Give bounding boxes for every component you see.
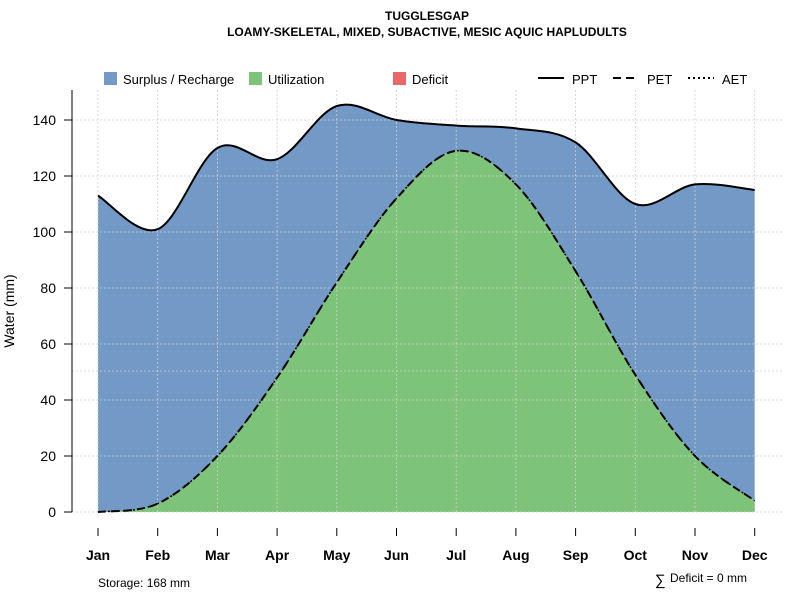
legend-swatch [104,72,117,85]
area-layer [98,104,755,512]
y-tick-label: 60 [40,336,56,352]
legend-label: PPT [572,72,597,87]
y-tick-label: 0 [48,504,56,520]
deficit-note: Deficit = 0 mm [670,571,747,585]
legend-label: AET [722,72,747,87]
deficit-symbol: ∑ [655,572,666,589]
grid-layer [72,90,784,513]
x-tick-label: Jul [446,547,466,563]
x-tick-label: Sep [563,547,589,563]
x-tick-label: Aug [502,547,529,563]
x-tick-label: Dec [742,547,768,563]
ppt-line [97,103,755,232]
legend-swatch [249,72,262,85]
y-tick-label: 20 [40,448,56,464]
legend-label: Utilization [268,72,324,87]
chart-subtitle: LOAMY-SKELETAL, MIXED, SUBACTIVE, MESIC … [227,25,627,39]
utilization-area [98,150,755,512]
legend-swatch [393,72,406,85]
x-tick-label: Oct [624,547,648,563]
chart-title: TUGGLESGAP [385,9,469,23]
y-tick-label: 100 [33,224,57,240]
y-axis-label: Water (mm) [1,274,17,347]
y-tick-label: 80 [40,280,56,296]
legend-label: Deficit [412,72,449,87]
x-tick-label: May [323,547,350,563]
x-tick-label: Jun [384,547,409,563]
x-tick-label: Jan [86,547,110,563]
legend-label: PET [647,72,672,87]
y-tick-label: 40 [40,392,56,408]
aet-line [97,149,756,513]
y-tick-label: 140 [33,112,57,128]
legend-label: Surplus / Recharge [123,72,234,87]
y-tick-label: 120 [33,168,57,184]
x-tick-label: Nov [682,547,709,563]
x-tick-label: Feb [145,547,170,563]
x-tick-label: Apr [265,547,290,563]
x-tick-label: Mar [205,547,230,563]
storage-note: Storage: 168 mm [98,576,190,590]
